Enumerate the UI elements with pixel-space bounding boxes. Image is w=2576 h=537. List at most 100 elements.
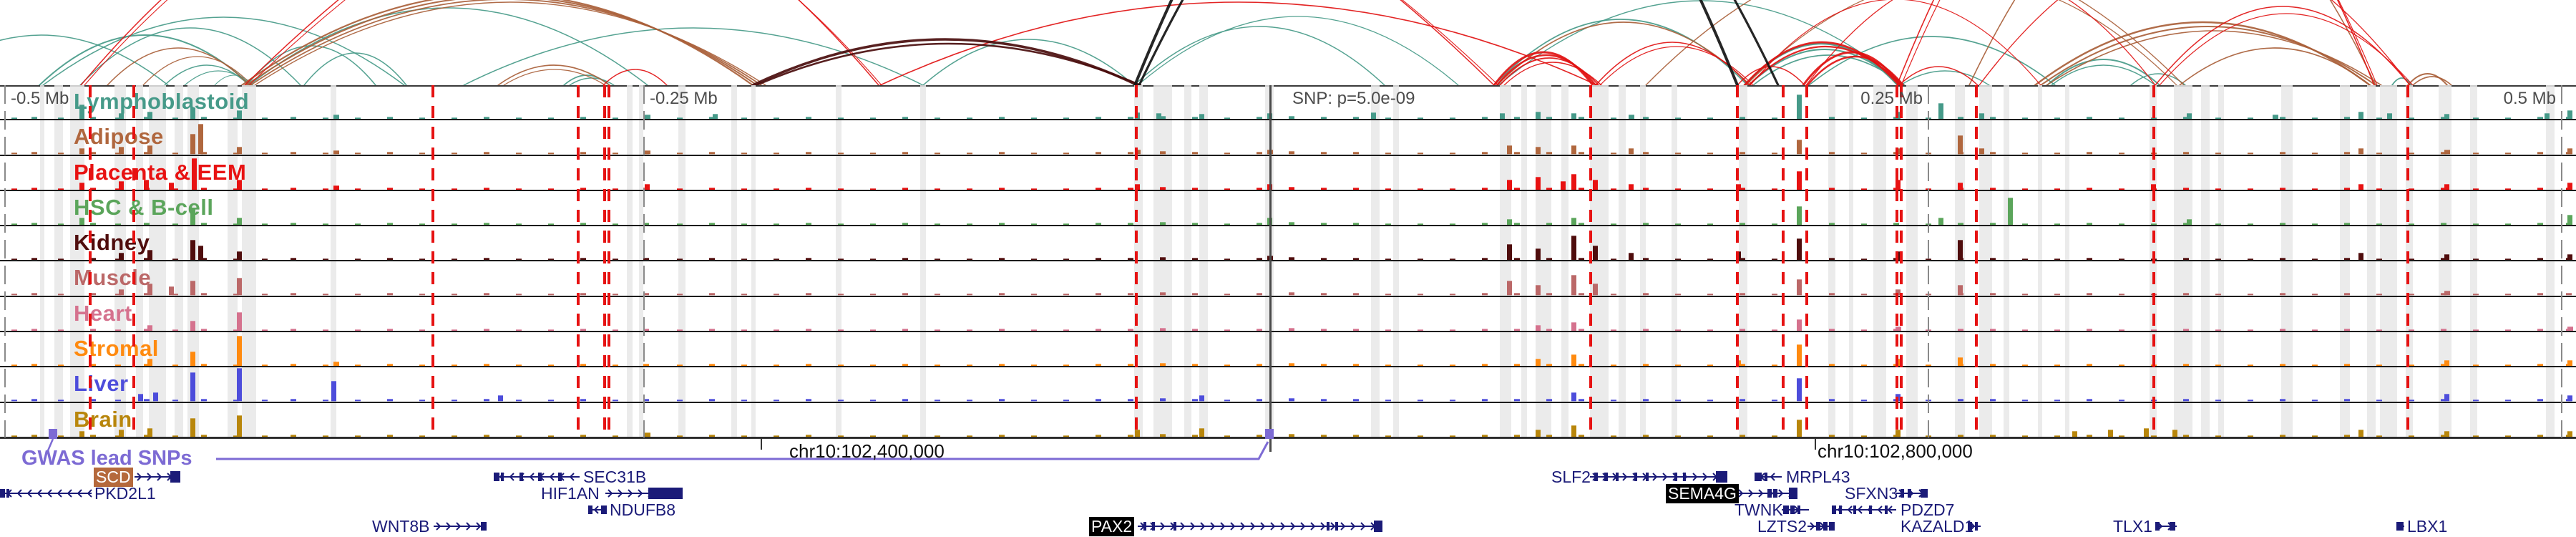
gene-label-SEC31B[interactable]: SEC31B bbox=[583, 468, 647, 486]
interaction-arc-red[interactable] bbox=[1747, 46, 1903, 85]
interaction-arc-red[interactable] bbox=[1805, 0, 2156, 85]
interaction-arc-sienna[interactable] bbox=[2412, 76, 2452, 85]
gene-SLF2[interactable] bbox=[1590, 471, 1727, 483]
interaction-arc-sienna[interactable] bbox=[1745, 0, 2177, 85]
gene-PAX2[interactable] bbox=[1138, 521, 1382, 532]
gene-PKD2L1[interactable] bbox=[0, 489, 92, 498]
gwas-lead-snps-label[interactable]: GWAS lead SNPs bbox=[21, 447, 192, 470]
gene-LZTS2[interactable] bbox=[1807, 522, 1835, 531]
interaction-arc-teal[interactable] bbox=[0, 34, 169, 85]
interaction-arc-red[interactable] bbox=[1979, 0, 2411, 85]
gene-label-LBX1[interactable]: LBX1 bbox=[2407, 517, 2448, 536]
gene-HIF1AN[interactable] bbox=[605, 488, 683, 499]
interaction-arc-red[interactable] bbox=[80, 0, 879, 85]
track-liver[interactable]: Liver bbox=[0, 367, 2576, 403]
gene-label-SLF2[interactable]: SLF2 bbox=[1551, 468, 1591, 486]
interaction-arc-sienna[interactable] bbox=[254, 1, 766, 85]
interaction-arc-sienna[interactable] bbox=[2179, 47, 2371, 85]
gene-TLX1[interactable] bbox=[2155, 522, 2177, 531]
track-heart[interactable]: Heart bbox=[0, 297, 2576, 333]
track-adipose[interactable]: Adipose bbox=[0, 120, 2576, 156]
gene-MRPL43[interactable] bbox=[1755, 473, 1782, 481]
gene-label-HIF1AN[interactable]: HIF1AN bbox=[541, 484, 600, 503]
gene-label-TWNK[interactable]: TWNK bbox=[1735, 500, 1783, 519]
gwas-lead-snp-marker[interactable] bbox=[1265, 429, 1274, 439]
gene-label-SCD[interactable]: SCD bbox=[94, 468, 133, 487]
track-muscle[interactable]: Muscle bbox=[0, 261, 2576, 297]
gene-SFXN3[interactable] bbox=[1896, 489, 1928, 498]
gene-label-PKD2L1[interactable]: PKD2L1 bbox=[94, 484, 156, 503]
interaction-arc-teal[interactable] bbox=[184, 70, 253, 85]
track-kidney[interactable]: Kidney bbox=[0, 226, 2576, 262]
track-lymphoblastoid[interactable]: Lymphoblastoid bbox=[0, 85, 2576, 121]
interaction-arc-sienna[interactable] bbox=[2040, 26, 2376, 85]
interaction-arc-sienna[interactable] bbox=[107, 47, 250, 85]
gene-label-LZTS2[interactable]: LZTS2 bbox=[1757, 517, 1807, 536]
track-brain[interactable]: Brain bbox=[0, 403, 2576, 438]
interaction-arc-teal[interactable] bbox=[246, 45, 376, 85]
interaction-arc-sienna[interactable] bbox=[1968, 0, 2376, 85]
interaction-arc-maroon[interactable] bbox=[751, 38, 1139, 85]
interaction-arc-teal[interactable] bbox=[922, 39, 1135, 85]
interaction-arc-sienna[interactable] bbox=[503, 69, 606, 85]
interaction-arc-maroon[interactable] bbox=[755, 42, 1142, 85]
gene-WNT8B[interactable] bbox=[434, 522, 487, 531]
interaction-arc-black[interactable] bbox=[1133, 0, 1739, 85]
interaction-arc-red[interactable] bbox=[1901, 0, 2378, 85]
gene-label-PAX2[interactable]: PAX2 bbox=[1089, 517, 1135, 536]
interaction-arc-sienna[interactable] bbox=[2046, 30, 2382, 85]
interaction-arc-sienna[interactable] bbox=[2407, 73, 2448, 85]
gwas-lead-snp-marker[interactable] bbox=[49, 429, 57, 439]
interaction-arc-teal[interactable] bbox=[2046, 59, 2160, 85]
gene-KAZALD1[interactable] bbox=[1968, 522, 1981, 531]
gene-TWNK[interactable] bbox=[1782, 505, 1809, 514]
interaction-arc-teal[interactable] bbox=[1498, 0, 1906, 85]
gene-SCD[interactable] bbox=[135, 471, 180, 483]
interaction-arc-red[interactable] bbox=[244, 0, 1495, 85]
gene-label-PDZD7[interactable]: PDZD7 bbox=[1901, 500, 1955, 519]
gene-label-TLX1[interactable]: TLX1 bbox=[2113, 517, 2152, 536]
interaction-arc-red[interactable] bbox=[2159, 13, 2414, 85]
interaction-arc-teal[interactable] bbox=[1137, 16, 1459, 85]
interaction-arc-red[interactable] bbox=[1750, 0, 2041, 85]
gene-label-SEMA4G[interactable]: SEMA4G bbox=[1666, 484, 1739, 503]
interaction-arc-sienna[interactable] bbox=[497, 64, 610, 85]
gene-SEMA4G[interactable] bbox=[1736, 488, 1797, 499]
lead-snp-line[interactable] bbox=[1269, 85, 1272, 452]
interaction-arc-red[interactable] bbox=[248, 0, 1499, 85]
gene-label-MRPL43[interactable]: MRPL43 bbox=[1786, 468, 1850, 486]
interaction-arc-sienna[interactable] bbox=[1645, 0, 2185, 85]
interaction-arc-teal[interactable] bbox=[1133, 26, 1385, 85]
interaction-arc-teal[interactable] bbox=[248, 7, 648, 85]
interaction-arc-red[interactable] bbox=[879, 1, 1598, 85]
gene-NDUFB8[interactable] bbox=[588, 505, 607, 514]
interaction-arc-teal[interactable] bbox=[79, 27, 301, 85]
interaction-arc-sienna[interactable] bbox=[2034, 21, 2371, 85]
interaction-arc-teal[interactable] bbox=[303, 52, 407, 85]
interaction-arc-red[interactable] bbox=[1493, 51, 1594, 85]
interaction-arc-teal[interactable] bbox=[1748, 49, 1901, 85]
interaction-arc-red[interactable] bbox=[2155, 6, 2411, 85]
gene-label-KAZALD1[interactable]: KAZALD1 bbox=[1901, 517, 1974, 536]
gene-PDZD7[interactable] bbox=[1832, 505, 1896, 514]
interaction-arc-sienna[interactable] bbox=[250, 0, 762, 85]
interaction-arc-red[interactable] bbox=[1806, 55, 1905, 85]
interaction-arc-red[interactable] bbox=[1496, 54, 1597, 85]
gene-SEC31B[interactable] bbox=[494, 473, 580, 481]
interaction-arc-teal[interactable] bbox=[1900, 70, 1990, 85]
gene-label-SFXN3[interactable]: SFXN3 bbox=[1845, 484, 1898, 503]
interaction-arc-teal[interactable] bbox=[164, 64, 250, 85]
gene-label-NDUFB8[interactable]: NDUFB8 bbox=[610, 500, 676, 519]
interaction-arc-teal[interactable] bbox=[1808, 36, 2056, 85]
gene-LBX1[interactable] bbox=[2396, 522, 2404, 531]
interaction-arc-red[interactable] bbox=[1595, 42, 1750, 85]
track-hsc[interactable]: HSC & B-cell bbox=[0, 191, 2576, 227]
interaction-arc-teal[interactable] bbox=[463, 27, 924, 85]
interaction-arc-sienna[interactable] bbox=[142, 56, 253, 85]
track-stromal[interactable]: Stromal bbox=[0, 332, 2576, 368]
interaction-arc-red[interactable] bbox=[1503, 62, 1602, 85]
interaction-arc-red[interactable] bbox=[602, 69, 668, 85]
track-placenta[interactable]: Placenta & EEM bbox=[0, 156, 2576, 191]
gene-label-WNT8B[interactable]: WNT8B bbox=[372, 517, 430, 536]
interaction-arc-red[interactable] bbox=[1599, 46, 1754, 85]
